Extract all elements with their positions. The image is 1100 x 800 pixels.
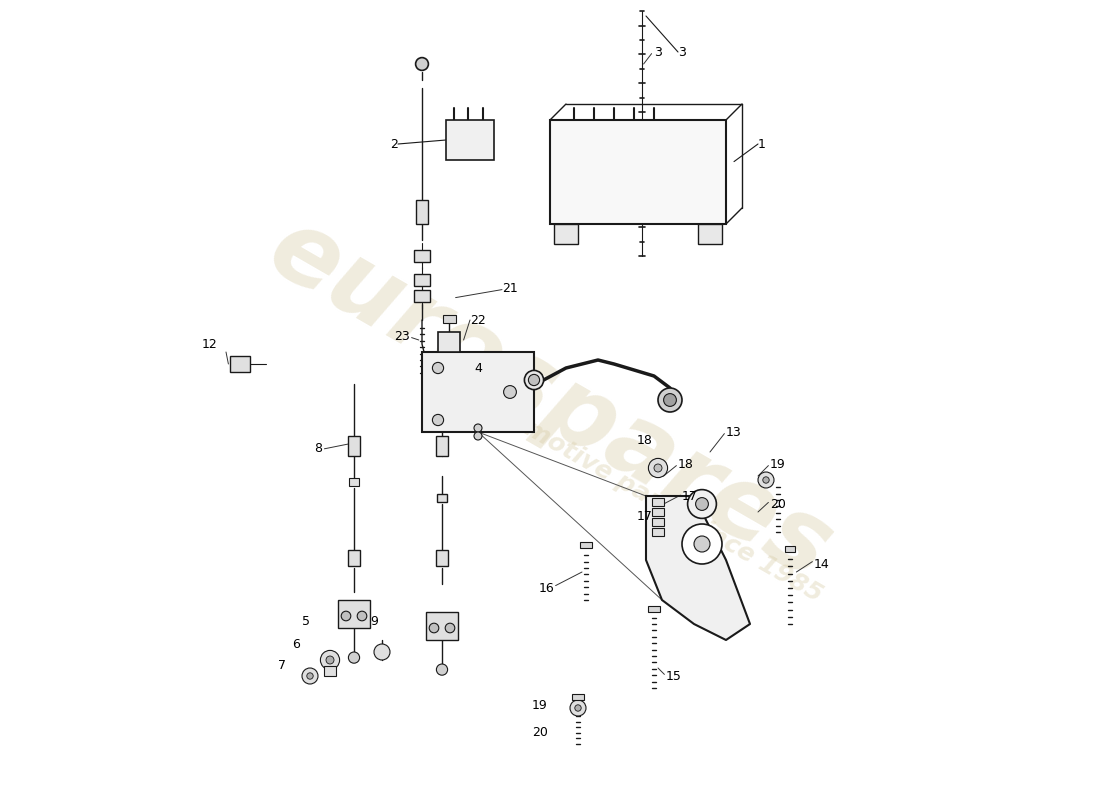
Bar [698, 224, 722, 244]
Text: 17: 17 [637, 510, 652, 522]
Circle shape [432, 414, 443, 426]
Text: 19: 19 [532, 699, 548, 712]
Text: 8: 8 [314, 442, 322, 454]
Text: 3: 3 [654, 46, 662, 58]
Circle shape [682, 524, 722, 564]
Bar [581, 542, 592, 548]
Text: 17: 17 [682, 490, 697, 502]
Circle shape [374, 644, 390, 660]
Bar [348, 550, 361, 566]
Text: 18: 18 [678, 458, 694, 470]
Circle shape [688, 490, 716, 518]
Text: 2: 2 [390, 138, 398, 150]
Circle shape [758, 472, 774, 488]
Bar [230, 356, 250, 372]
Text: 18: 18 [637, 434, 652, 446]
Bar [446, 120, 494, 160]
Circle shape [437, 664, 448, 675]
Bar [438, 332, 461, 352]
Text: 3: 3 [678, 46, 686, 58]
Text: 7: 7 [278, 659, 286, 672]
Text: 6: 6 [293, 638, 300, 650]
Text: 15: 15 [666, 670, 682, 682]
Circle shape [694, 536, 710, 552]
Circle shape [446, 623, 454, 633]
Circle shape [648, 458, 668, 478]
Circle shape [575, 705, 581, 711]
Circle shape [416, 58, 428, 70]
Bar [414, 250, 430, 262]
Text: 22: 22 [470, 314, 486, 326]
Bar [416, 200, 428, 224]
Bar [338, 600, 370, 628]
Bar [652, 498, 663, 506]
Text: 14: 14 [814, 558, 829, 570]
Bar [652, 518, 663, 526]
Bar [550, 120, 726, 224]
Circle shape [663, 394, 676, 406]
Circle shape [474, 424, 482, 432]
Text: 20: 20 [770, 498, 785, 510]
Circle shape [432, 362, 443, 374]
Circle shape [525, 370, 543, 390]
Text: 21: 21 [502, 282, 518, 294]
Bar [443, 315, 455, 323]
Circle shape [429, 623, 439, 633]
Circle shape [302, 668, 318, 684]
Circle shape [326, 656, 334, 664]
Bar [414, 290, 430, 302]
Bar [348, 436, 361, 456]
Circle shape [658, 388, 682, 412]
Text: 16: 16 [538, 582, 554, 594]
Circle shape [341, 611, 351, 621]
Text: 12: 12 [202, 338, 218, 350]
Bar [436, 436, 449, 456]
Circle shape [528, 374, 540, 386]
Text: 1: 1 [758, 138, 766, 150]
Circle shape [654, 464, 662, 472]
Bar [426, 612, 458, 640]
Bar [437, 494, 447, 502]
Bar [652, 528, 663, 536]
Text: eurospares: eurospares [252, 200, 848, 600]
Text: 9: 9 [370, 615, 378, 628]
Text: 13: 13 [726, 426, 741, 438]
Circle shape [504, 386, 516, 398]
Circle shape [762, 477, 769, 483]
Text: 23: 23 [394, 330, 409, 342]
Circle shape [695, 498, 708, 510]
Bar [323, 666, 337, 676]
Circle shape [358, 611, 366, 621]
Circle shape [320, 650, 340, 670]
Circle shape [474, 432, 482, 440]
Bar [422, 352, 534, 432]
Circle shape [570, 700, 586, 716]
Bar [554, 224, 578, 244]
Bar [648, 606, 660, 612]
Text: 20: 20 [531, 726, 548, 738]
Circle shape [307, 673, 314, 679]
Circle shape [349, 652, 360, 663]
Polygon shape [646, 496, 750, 640]
Text: 4: 4 [474, 362, 482, 374]
Text: automotive parts since 1985: automotive parts since 1985 [465, 385, 827, 607]
Text: 5: 5 [302, 615, 310, 628]
Bar [414, 274, 430, 286]
Bar [437, 550, 448, 566]
Bar [652, 508, 663, 516]
Text: 19: 19 [770, 458, 785, 470]
Bar [349, 478, 359, 486]
Bar [572, 694, 584, 700]
Bar [785, 546, 795, 552]
